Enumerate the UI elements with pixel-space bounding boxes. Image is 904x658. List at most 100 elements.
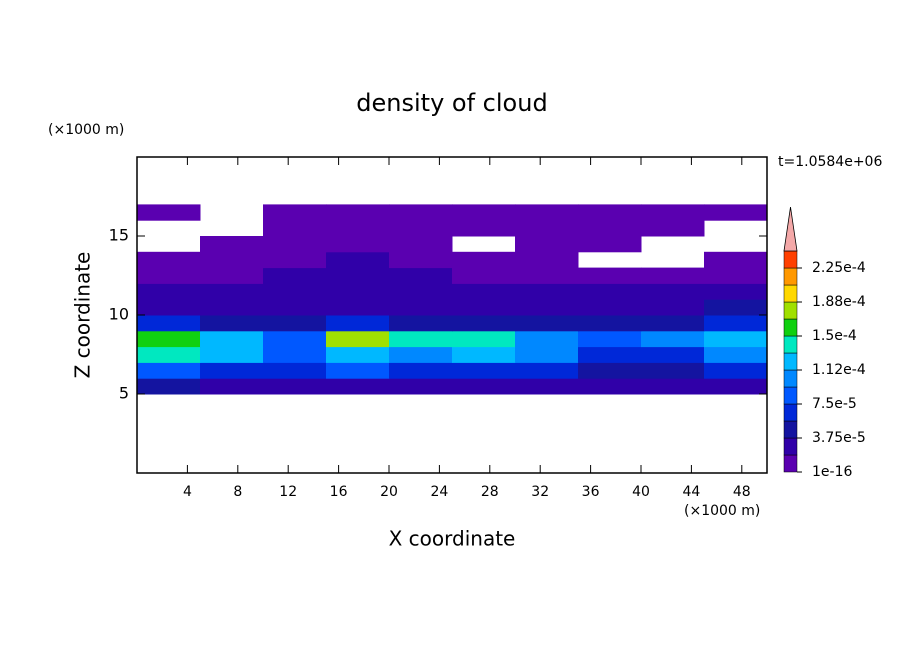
contour-cell	[326, 204, 390, 221]
contour-cell	[578, 204, 642, 221]
contour-cell	[641, 330, 705, 348]
contour-cell	[137, 330, 201, 348]
contour-cell	[452, 378, 516, 395]
contour-cell	[200, 330, 264, 348]
contour-cell	[389, 362, 453, 379]
contour-cell	[578, 315, 642, 332]
contour-cell	[515, 330, 579, 348]
contour-cell	[452, 330, 516, 348]
colorbar-label: 1.88e-4	[812, 294, 866, 310]
contour-cell	[263, 236, 327, 253]
contour-cell	[704, 299, 768, 316]
x-tick-label: 28	[481, 484, 499, 500]
contour-cell	[578, 267, 642, 284]
contour-cell	[704, 204, 768, 221]
contour-cell	[263, 283, 327, 300]
contour-cell	[326, 346, 390, 363]
contour-cell	[389, 330, 453, 348]
contour-cell	[137, 204, 201, 221]
contour-cell	[641, 283, 705, 300]
contour-cell	[452, 362, 516, 379]
contour-cell	[326, 378, 390, 395]
contour-cell	[263, 346, 327, 363]
contour-cell	[263, 315, 327, 332]
contour-cell	[641, 346, 705, 363]
contour-cell	[704, 267, 768, 284]
contour-cell	[263, 251, 327, 269]
contour-cell	[200, 283, 264, 300]
contour-cell	[641, 299, 705, 316]
contour-cell	[515, 315, 579, 332]
contour-cell	[578, 362, 642, 379]
contour-cell	[578, 330, 642, 348]
x-tick-label: 44	[682, 484, 700, 500]
contour-cell	[452, 220, 516, 237]
contour-cell	[263, 220, 327, 237]
chart-title: density of cloud	[356, 89, 547, 117]
contour-cell	[389, 378, 453, 395]
contour-cell	[515, 236, 579, 253]
colorbar-label: 1.12e-4	[812, 362, 866, 378]
contour-cell	[641, 267, 705, 284]
contour-cell	[515, 362, 579, 379]
contour-cell	[641, 204, 705, 221]
contour-cell	[452, 283, 516, 300]
contour-cell	[326, 251, 390, 269]
contour-cell	[200, 267, 264, 284]
contour-cell	[389, 315, 453, 332]
contour-cell	[452, 204, 516, 221]
contour-cell	[137, 283, 201, 300]
contour-cell	[200, 346, 264, 363]
contour-cell	[578, 283, 642, 300]
colorbar-over	[783, 206, 798, 252]
x-tick-label: 20	[380, 484, 398, 500]
contour-cell	[515, 299, 579, 316]
contour-cell	[452, 315, 516, 332]
x-tick-label: 40	[632, 484, 650, 500]
colorbar-band	[783, 386, 798, 405]
contour-cell	[200, 362, 264, 379]
contour-cell	[641, 220, 705, 237]
contour-cell	[326, 315, 390, 332]
contour-cell	[452, 346, 516, 363]
time-label: t=1.0584e+06	[778, 154, 882, 170]
colorbar-label: 1e-16	[812, 464, 852, 480]
x-tick-label: 36	[582, 484, 600, 500]
contour-cell	[704, 362, 768, 379]
contour-cell	[515, 204, 579, 221]
contour-cell	[704, 315, 768, 332]
contour-cell	[137, 378, 201, 395]
contour-cell	[326, 220, 390, 237]
colorbar-label: 1.5e-4	[812, 328, 857, 344]
contour-cell	[137, 362, 201, 379]
contour-cell	[578, 378, 642, 395]
contour-cell	[326, 330, 390, 348]
contour-cell	[389, 204, 453, 221]
contour-cell	[389, 299, 453, 316]
y-tick-label: 10	[109, 305, 129, 324]
x-tick-label: 48	[733, 484, 751, 500]
x-tick-label: 24	[430, 484, 448, 500]
contour-cell	[200, 378, 264, 395]
colorbar-band	[783, 437, 798, 456]
contour-cell	[641, 315, 705, 332]
contour-cell	[578, 236, 642, 253]
contour-cell	[137, 267, 201, 284]
contour-cell	[515, 346, 579, 363]
contour-cell	[137, 315, 201, 332]
contour-cell	[326, 283, 390, 300]
contour-cell	[515, 220, 579, 237]
colorbar-band	[783, 250, 798, 269]
contour-cell	[578, 346, 642, 363]
contour-cell	[326, 299, 390, 316]
colorbar-label: 7.5e-5	[812, 396, 857, 412]
contour-cell	[263, 267, 327, 284]
contour-cell	[578, 220, 642, 237]
contour-cell	[389, 236, 453, 253]
contour-cell	[263, 362, 327, 379]
contour-cell	[704, 330, 768, 348]
contour-cell	[515, 267, 579, 284]
contour-cell	[641, 378, 705, 395]
contour-cell	[326, 267, 390, 284]
